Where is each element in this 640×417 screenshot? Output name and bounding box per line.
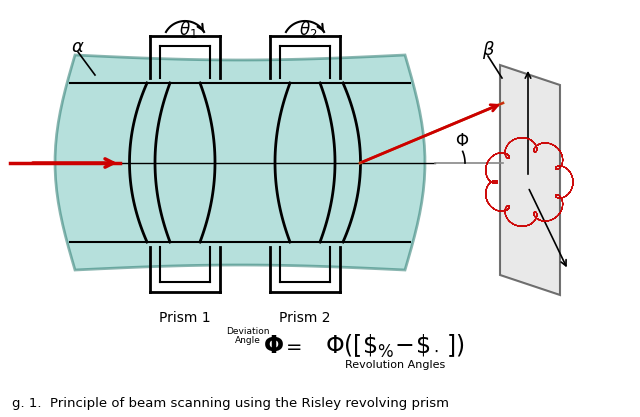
Text: Prism 2: Prism 2 <box>279 311 331 325</box>
Text: $\theta_1$: $\theta_1$ <box>179 18 197 40</box>
Text: $\beta$: $\beta$ <box>481 39 495 61</box>
Text: $\theta_2$: $\theta_2$ <box>299 18 317 40</box>
Text: Prism 1: Prism 1 <box>159 311 211 325</box>
Text: $\Phi([\$_\%\!-\!\$_\cdot\,])$: $\Phi([\$_\%\!-\!\$_\cdot\,])$ <box>325 332 465 359</box>
Polygon shape <box>55 55 425 270</box>
Text: $\alpha$: $\alpha$ <box>71 38 85 56</box>
Text: Revolution Angles: Revolution Angles <box>345 360 445 370</box>
Text: $\mathbf{\Phi}$: $\mathbf{\Phi}$ <box>262 334 284 358</box>
Text: $=$: $=$ <box>282 337 302 356</box>
Text: $\Phi$: $\Phi$ <box>455 132 469 150</box>
Text: Deviation: Deviation <box>227 327 269 336</box>
Polygon shape <box>500 65 560 295</box>
Text: Angle: Angle <box>235 336 261 345</box>
Text: g. 1.  Principle of beam scanning using the Risley revolving prism: g. 1. Principle of beam scanning using t… <box>12 397 449 409</box>
